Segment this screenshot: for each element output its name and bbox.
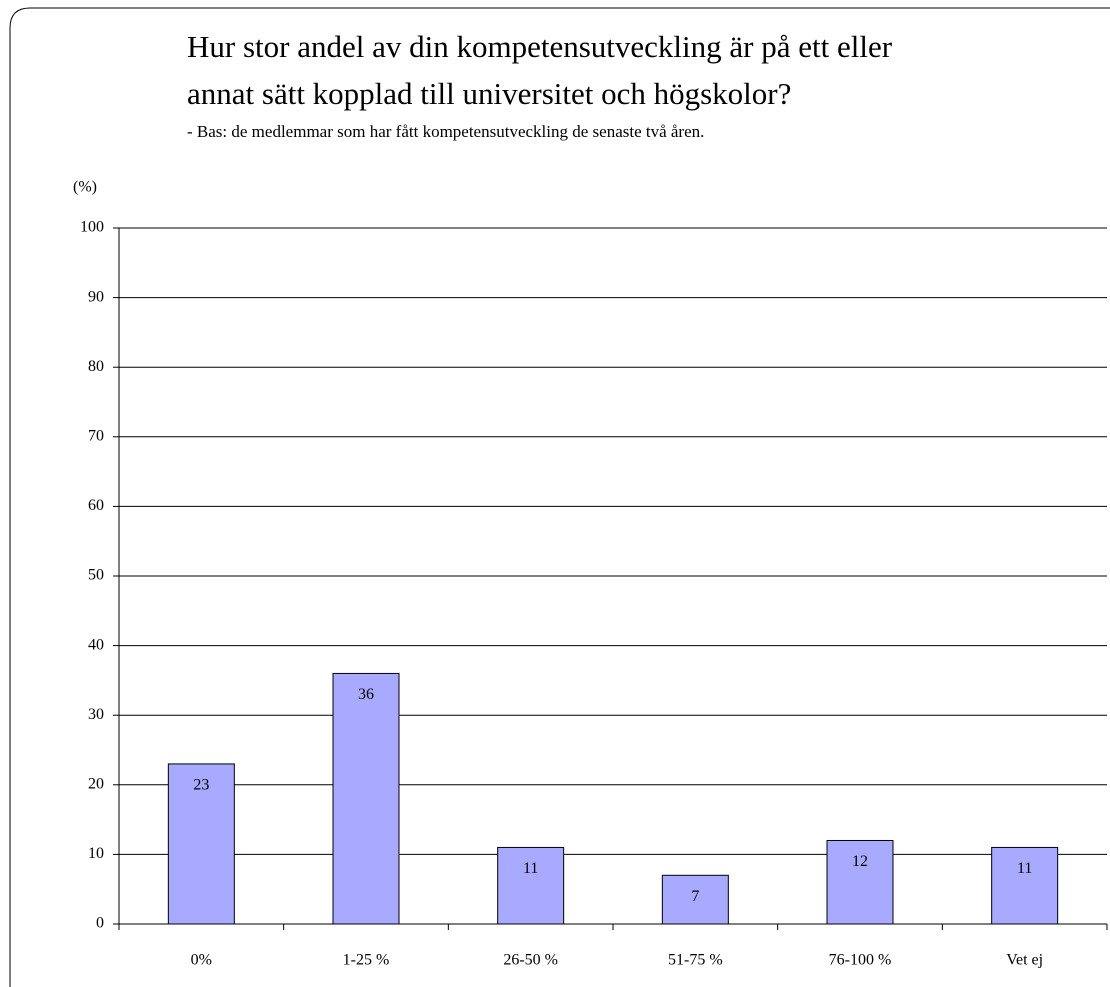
y-tick-label: 70 [88, 427, 104, 444]
x-tick-label: 51-75 % [668, 952, 723, 969]
chart-title: annat sätt kopplad till universitet och … [187, 76, 791, 111]
x-tick-label: 0% [191, 952, 212, 969]
bar [991, 846, 1059, 925]
x-tick-label: 1-25 % [343, 952, 390, 969]
y-axis-label: (%) [73, 179, 97, 196]
y-tick-label: 50 [88, 567, 104, 584]
y-tick-label: 100 [80, 219, 104, 236]
bar [826, 839, 894, 925]
x-tick-label: 76-100 % [829, 952, 892, 969]
y-tick-label: 0 [96, 915, 104, 932]
chart-subtitle: - Bas: de medlemmar som har fått kompete… [187, 122, 704, 141]
y-tick-label: 40 [88, 636, 104, 653]
bar [661, 874, 729, 925]
bar [332, 672, 400, 925]
y-tick-label: 60 [88, 497, 104, 514]
data-label: 7 [691, 888, 699, 905]
x-tick-label: Vet ej [1006, 952, 1043, 969]
chart-title: Hur stor andel av din kompetensutvecklin… [187, 29, 893, 64]
data-label: 12 [852, 853, 868, 870]
data-label: 11 [523, 860, 538, 877]
x-tick-label: 26-50 % [503, 952, 558, 969]
bar [167, 763, 235, 925]
data-label: 36 [358, 686, 374, 703]
bar [497, 846, 565, 925]
chart-frame [9, 7, 1110, 987]
y-tick-label: 10 [88, 845, 104, 862]
y-tick-label: 30 [88, 706, 104, 723]
y-tick-label: 90 [88, 288, 104, 305]
y-tick-label: 20 [88, 775, 104, 792]
data-label: 23 [193, 777, 209, 794]
y-tick-label: 80 [88, 358, 104, 375]
data-label: 11 [1017, 860, 1032, 877]
